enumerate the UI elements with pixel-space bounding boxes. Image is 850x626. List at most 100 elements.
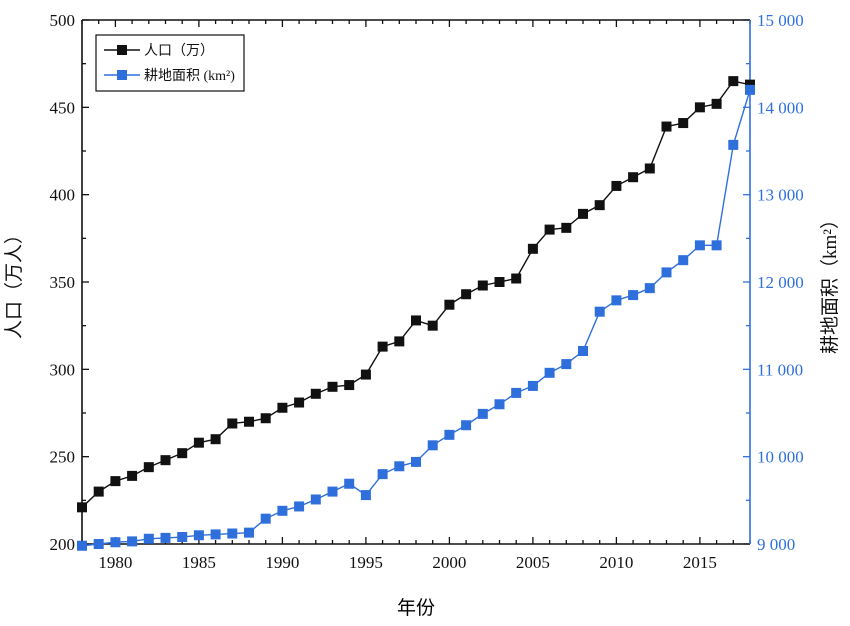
legend-label: 人口（万） — [144, 43, 214, 59]
left-axis-tick-label: 350 — [50, 273, 76, 292]
data-point — [77, 540, 87, 551]
data-point — [628, 290, 639, 301]
x-axis: 1980 1985 1990 1995 2000 2005 2010 2015 — [81, 20, 751, 572]
left-y-axis-title: 人口（万人） — [3, 225, 25, 339]
data-point — [728, 139, 739, 150]
data-point — [494, 399, 505, 410]
data-point — [110, 537, 121, 548]
data-point — [678, 118, 689, 129]
left-axis-tick-label: 400 — [50, 186, 76, 205]
right-y-axis-title: 耕地面积（km²） — [819, 210, 841, 354]
plot-frame — [81, 19, 751, 545]
right-axis-tick-label: 12 000 — [757, 273, 804, 292]
x-axis-tick-label: 2005 — [516, 553, 550, 572]
data-point — [210, 529, 221, 540]
data-point — [93, 486, 104, 497]
legend-label: 耕地面积 (km²) — [144, 67, 235, 84]
data-point — [244, 527, 254, 538]
data-point — [394, 336, 405, 347]
data-point — [611, 295, 622, 306]
data-point — [244, 416, 254, 427]
legend-item: 人口（万） — [104, 43, 214, 59]
x-axis-tick-label: 1990 — [265, 553, 299, 572]
data-point — [294, 501, 305, 512]
data-point — [661, 121, 672, 132]
x-axis-tick-label: 2010 — [599, 553, 633, 572]
x-axis-tick-label: 1995 — [349, 553, 383, 572]
data-point — [411, 315, 421, 326]
legend-item: 耕地面积 (km²) — [104, 67, 235, 84]
data-point — [477, 280, 488, 291]
data-point — [127, 470, 138, 481]
data-point — [411, 456, 421, 467]
data-point — [745, 79, 755, 90]
right-axis-tick-label: 9 000 — [757, 535, 795, 554]
data-point — [694, 240, 705, 251]
data-point — [310, 494, 321, 505]
data-point — [310, 388, 321, 399]
series-2 — [77, 84, 755, 551]
data-point — [461, 420, 472, 431]
data-point — [160, 532, 171, 543]
data-point — [294, 397, 305, 408]
data-point — [444, 429, 455, 440]
data-point — [377, 469, 388, 480]
x-axis-tick-label: 2000 — [432, 553, 466, 572]
x-axis-title: 年份 — [397, 597, 435, 619]
data-point — [644, 283, 655, 294]
data-point — [494, 277, 505, 287]
series-1 — [77, 76, 755, 513]
left-axis-tick-label: 500 — [50, 11, 76, 30]
data-point — [260, 513, 271, 524]
data-point — [678, 255, 689, 266]
data-point — [561, 359, 572, 370]
data-point — [110, 476, 121, 487]
data-point — [360, 490, 371, 501]
left-axis-tick-label: 300 — [50, 360, 76, 379]
x-axis-tick-label: 1985 — [182, 553, 216, 572]
data-point — [711, 98, 722, 109]
data-point — [477, 408, 488, 419]
right-axis-tick-label: 13 000 — [757, 186, 804, 205]
data-point — [628, 172, 639, 183]
data-point — [644, 163, 655, 174]
data-point — [277, 505, 288, 516]
left-axis-tick-label: 250 — [50, 448, 76, 467]
data-point — [511, 273, 522, 284]
data-point — [511, 387, 522, 398]
data-point — [344, 478, 355, 489]
data-point — [394, 461, 405, 472]
series-line — [81, 80, 751, 508]
data-point — [527, 380, 538, 391]
right-axis-tick-label: 10 000 — [757, 448, 804, 467]
data-point — [745, 84, 755, 95]
legend: 人口（万） 耕地面积 (km²) — [95, 34, 245, 92]
data-point — [594, 306, 605, 317]
data-point — [210, 434, 221, 445]
data-point — [661, 267, 672, 278]
x-axis-tick-label: 2015 — [683, 553, 717, 572]
legend-box — [95, 34, 245, 92]
data-point — [594, 200, 605, 211]
data-point — [544, 224, 555, 235]
data-point — [427, 440, 438, 451]
x-axis-tick-label: 1980 — [98, 553, 132, 572]
data-point — [728, 76, 739, 87]
data-point — [327, 381, 338, 392]
data-point — [177, 448, 188, 459]
data-point — [327, 486, 338, 497]
data-point — [193, 530, 204, 541]
data-point — [160, 455, 171, 466]
data-point — [694, 102, 705, 113]
left-axis-tick-label: 200 — [50, 535, 76, 554]
data-point — [444, 299, 455, 310]
data-point — [427, 320, 438, 331]
data-point — [377, 341, 388, 352]
data-point — [143, 533, 154, 544]
data-point — [227, 528, 238, 539]
data-point — [711, 240, 722, 251]
data-point — [578, 208, 588, 219]
data-point — [143, 462, 154, 473]
legend-marker — [117, 70, 127, 80]
